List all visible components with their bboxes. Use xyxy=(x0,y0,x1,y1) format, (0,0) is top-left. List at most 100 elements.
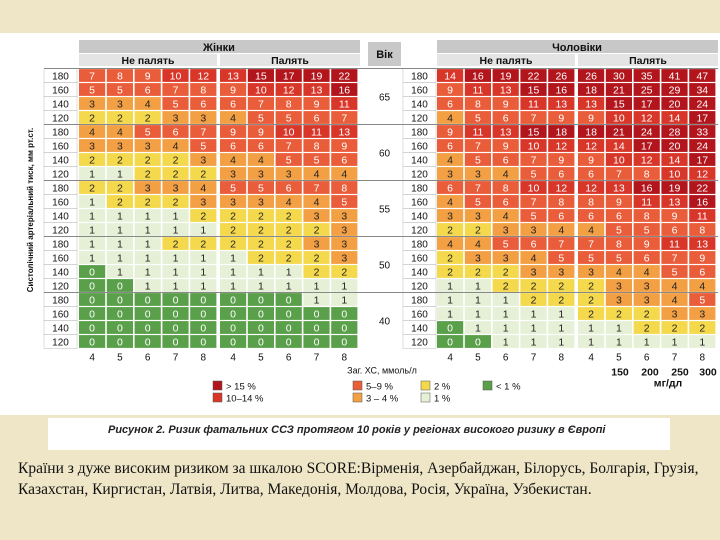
risk-cell xyxy=(303,279,330,292)
chol-tick-label: 4 xyxy=(89,353,95,364)
risk-cell xyxy=(633,209,660,222)
risk-value: 0 xyxy=(145,337,151,349)
risk-value: 5 xyxy=(145,127,151,139)
risk-cell xyxy=(578,307,605,320)
risk-value: 2 xyxy=(286,211,292,223)
risk-cell xyxy=(605,195,632,208)
risk-cell xyxy=(464,139,491,152)
risk-cell xyxy=(162,111,189,124)
risk-cell xyxy=(492,181,519,194)
risk-cell xyxy=(464,195,491,208)
risk-value: 13 xyxy=(555,99,567,111)
risk-cell xyxy=(464,321,491,334)
risk-cell xyxy=(492,111,519,124)
risk-value: 13 xyxy=(613,183,625,195)
female-header-bg xyxy=(79,40,360,53)
risk-cell xyxy=(162,321,189,334)
risk-cell xyxy=(220,153,247,166)
risk-value: 24 xyxy=(696,141,708,153)
risk-cell xyxy=(275,321,302,334)
risk-value: 5 xyxy=(616,225,622,237)
risk-cell xyxy=(247,293,274,306)
risk-cell xyxy=(689,181,716,194)
risk-cell xyxy=(689,97,716,110)
risk-value: 10 xyxy=(255,85,267,97)
risk-value: 0 xyxy=(117,337,123,349)
sbp-label-left: 160 xyxy=(52,198,69,209)
risk-value: 0 xyxy=(89,281,95,293)
risk-value: 1 xyxy=(145,253,151,265)
risk-value: 3 xyxy=(531,267,537,279)
risk-value: 12 xyxy=(555,183,567,195)
risk-cell xyxy=(633,265,660,278)
risk-cell xyxy=(162,223,189,236)
risk-value: 0 xyxy=(341,337,347,349)
risk-cell xyxy=(492,153,519,166)
risk-value: 4 xyxy=(117,127,123,139)
risk-cell xyxy=(190,279,217,292)
risk-value: 2 xyxy=(117,197,123,209)
risk-cell xyxy=(162,307,189,320)
risk-value: 1 xyxy=(475,295,481,307)
risk-value: 0 xyxy=(145,295,151,307)
chol-tick-label: 8 xyxy=(201,353,207,364)
risk-cell xyxy=(106,167,133,180)
risk-cell xyxy=(190,335,217,348)
chol-tick-label: 7 xyxy=(531,353,537,364)
chol-tick-label: 5 xyxy=(117,353,123,364)
risk-cell xyxy=(162,167,189,180)
risk-value: 1 xyxy=(258,267,264,279)
chol-axis-label: Заг. ХС, ммоль/л xyxy=(347,366,417,376)
risk-cell xyxy=(162,139,189,152)
risk-value: 28 xyxy=(669,127,681,139)
legend-label: > 15 % xyxy=(226,382,256,393)
risk-value: 3 xyxy=(672,309,678,321)
risk-value: 1 xyxy=(286,281,292,293)
risk-cell xyxy=(661,293,688,306)
risk-cell xyxy=(548,237,575,250)
risk-cell xyxy=(492,69,519,82)
risk-cell xyxy=(633,139,660,152)
risk-cell xyxy=(661,307,688,320)
risk-value: 2 xyxy=(447,225,453,237)
legend-swatch xyxy=(352,380,363,391)
risk-value: 4 xyxy=(588,225,594,237)
risk-cell xyxy=(548,69,575,82)
risk-value: 2 xyxy=(173,169,179,181)
risk-value: 11 xyxy=(641,197,652,209)
risk-value: 1 xyxy=(341,295,347,307)
risk-cell xyxy=(578,251,605,264)
risk-cell xyxy=(520,209,547,222)
risk-cell xyxy=(247,83,274,96)
risk-value: 15 xyxy=(528,127,540,139)
risk-cell xyxy=(134,307,161,320)
risk-value: 3 xyxy=(145,183,151,195)
risk-value: 0 xyxy=(89,337,95,349)
risk-value: 5 xyxy=(230,183,236,195)
risk-value: 0 xyxy=(89,295,95,307)
risk-cell xyxy=(220,223,247,236)
risk-value: 9 xyxy=(145,71,151,83)
risk-value: 21 xyxy=(613,127,625,139)
risk-value: 1 xyxy=(200,281,206,293)
risk-value: 47 xyxy=(696,71,708,83)
risk-cell xyxy=(464,237,491,250)
male-smoker-header: Палять xyxy=(629,55,667,67)
risk-cell xyxy=(79,265,106,278)
risk-cell xyxy=(303,307,330,320)
risk-cell xyxy=(275,111,302,124)
sbp-label-right: 140 xyxy=(411,212,428,223)
risk-cell xyxy=(605,209,632,222)
risk-cell xyxy=(689,153,716,166)
risk-value: 1 xyxy=(173,225,179,237)
risk-value: 6 xyxy=(286,183,292,195)
risk-cell xyxy=(331,83,358,96)
risk-cell xyxy=(162,251,189,264)
risk-cell xyxy=(275,293,302,306)
risk-cell xyxy=(578,223,605,236)
risk-cell xyxy=(247,251,274,264)
mgdl-tick-label: 250 xyxy=(671,367,689,379)
sbp-label-right: 180 xyxy=(411,184,428,195)
risk-cell xyxy=(190,321,217,334)
risk-value: 3 xyxy=(503,225,509,237)
